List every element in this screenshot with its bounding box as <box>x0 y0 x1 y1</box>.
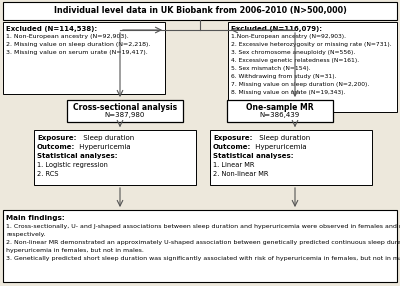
Bar <box>3 22 165 94</box>
Text: 2. Non-linear MR demonstrated an approximately U-shaped association between gene: 2. Non-linear MR demonstrated an approxi… <box>6 240 400 245</box>
Text: 5. Sex mismatch (N=154).: 5. Sex mismatch (N=154). <box>231 66 311 71</box>
Text: Statistical analyses:: Statistical analyses: <box>37 153 118 159</box>
Bar <box>228 22 397 112</box>
Text: 1. Linear MR: 1. Linear MR <box>213 162 254 168</box>
Text: 6. Withdrawing from study (N=31).: 6. Withdrawing from study (N=31). <box>231 74 336 79</box>
Text: Sleep duration: Sleep duration <box>81 135 134 141</box>
Text: N=387,980: N=387,980 <box>105 112 145 118</box>
Text: Exposure:: Exposure: <box>213 135 252 141</box>
Text: Statistical analyses:: Statistical analyses: <box>213 153 294 159</box>
Text: 2. Missing value on sleep duration (N=2,218).: 2. Missing value on sleep duration (N=2,… <box>6 42 150 47</box>
Text: 3. Missing value on serum urate (N=19,417).: 3. Missing value on serum urate (N=19,41… <box>6 50 148 55</box>
Text: 4. Excessive genetic relatedness (N=161).: 4. Excessive genetic relatedness (N=161)… <box>231 58 359 63</box>
Text: hyperuricemia in females, but not in males.: hyperuricemia in females, but not in mal… <box>6 248 144 253</box>
Text: 7. Missing value on sleep duration (N=2,200).: 7. Missing value on sleep duration (N=2,… <box>231 82 369 87</box>
Text: 2. Non-linear MR: 2. Non-linear MR <box>213 171 268 177</box>
Text: N=386,439: N=386,439 <box>260 112 300 118</box>
Text: 3. Sex chromosome aneuploidy (N=556).: 3. Sex chromosome aneuploidy (N=556). <box>231 50 355 55</box>
Text: 1. Logistic regression: 1. Logistic regression <box>37 162 108 168</box>
Bar <box>34 130 196 185</box>
Text: Sleep duration: Sleep duration <box>257 135 310 141</box>
Text: 2. Excessive heterozygosity or missing rate (N=731).: 2. Excessive heterozygosity or missing r… <box>231 42 392 47</box>
Text: 8. Missing value on urate (N=19,343).: 8. Missing value on urate (N=19,343). <box>231 90 345 95</box>
Text: respectively.: respectively. <box>6 232 46 237</box>
Text: Main findings:: Main findings: <box>6 215 65 221</box>
Bar <box>210 130 372 185</box>
Text: 2. RCS: 2. RCS <box>37 171 58 177</box>
Text: Hyperuricemia: Hyperuricemia <box>77 144 131 150</box>
Text: 1.Non-European ancestry (N=92,903).: 1.Non-European ancestry (N=92,903). <box>231 34 346 39</box>
Text: Hyperuricemia: Hyperuricemia <box>253 144 307 150</box>
Text: 1. Non-European ancestry (N=92,903).: 1. Non-European ancestry (N=92,903). <box>6 34 129 39</box>
Text: 3. Genetically predicted short sleep duration was significantly associated with : 3. Genetically predicted short sleep dur… <box>6 256 400 261</box>
Text: Individual level data in UK Biobank from 2006-2010 (N>500,000): Individual level data in UK Biobank from… <box>54 7 346 15</box>
Text: Outcome:: Outcome: <box>213 144 251 150</box>
Bar <box>67 100 183 122</box>
Text: Excluded (N=116,079):: Excluded (N=116,079): <box>231 26 322 32</box>
Bar <box>227 100 333 122</box>
Text: 1. Cross-sectionally, U- and J-shaped associations between sleep duration and hy: 1. Cross-sectionally, U- and J-shaped as… <box>6 224 400 229</box>
Bar <box>3 210 397 282</box>
Text: Excluded (N=114,538):: Excluded (N=114,538): <box>6 26 97 32</box>
Text: One-sample MR: One-sample MR <box>246 102 314 112</box>
Text: Cross-sectional analysis: Cross-sectional analysis <box>73 102 177 112</box>
Text: Exposure:: Exposure: <box>37 135 76 141</box>
Text: Outcome:: Outcome: <box>37 144 75 150</box>
Bar <box>3 2 397 20</box>
